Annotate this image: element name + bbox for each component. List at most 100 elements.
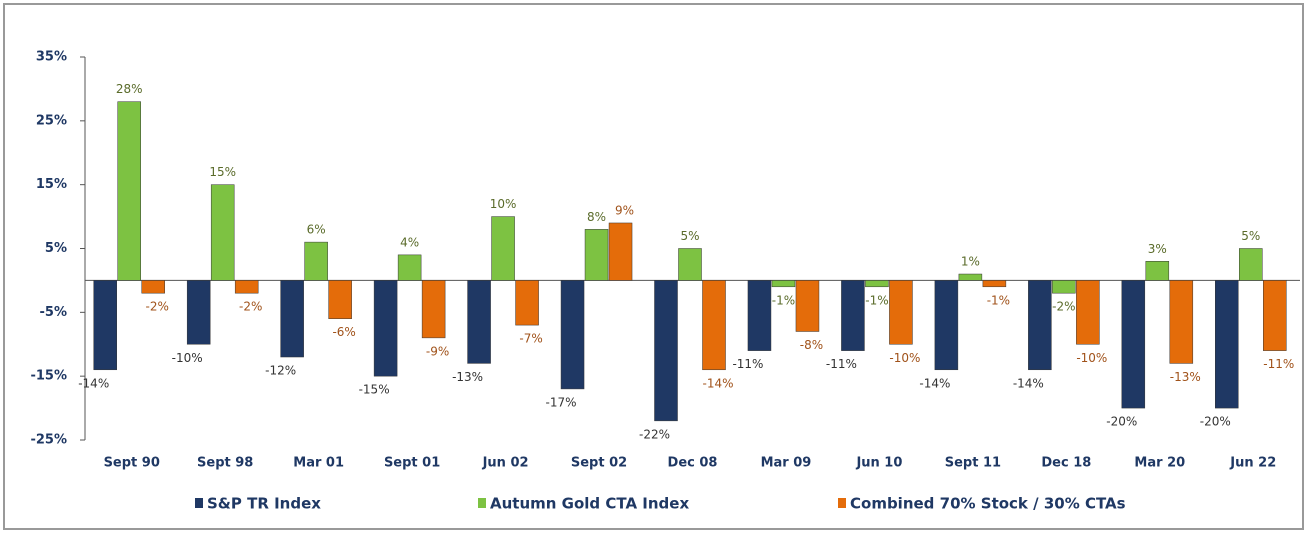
x-tick-label: Jun 10 <box>855 456 902 471</box>
y-tick-label: -5% <box>40 305 67 320</box>
bar <box>678 248 702 281</box>
value-label: 4% <box>400 235 419 249</box>
value-label: 5% <box>680 229 699 243</box>
x-tick-label: Mar 01 <box>293 456 344 471</box>
legend-swatch <box>478 498 486 508</box>
x-tick-label: Mar 09 <box>761 456 812 471</box>
value-label: -10% <box>889 351 920 365</box>
value-label: -6% <box>332 325 355 339</box>
value-label: -1% <box>772 293 795 307</box>
bar <box>889 280 913 345</box>
y-tick-label: 5% <box>45 241 67 256</box>
bar <box>771 280 796 288</box>
value-label: -1% <box>865 293 888 307</box>
bar <box>1263 280 1287 351</box>
value-label: 28% <box>116 82 143 96</box>
value-label: 6% <box>307 223 326 237</box>
bar <box>654 280 678 422</box>
legend-swatch <box>195 498 203 508</box>
value-label: -10% <box>172 351 203 365</box>
value-label: -9% <box>426 344 449 358</box>
y-tick-label: -25% <box>30 433 67 448</box>
x-tick-label: Sept 90 <box>104 456 160 471</box>
legend-label: Autumn Gold CTA Index <box>490 495 689 513</box>
bar <box>210 184 235 281</box>
bar <box>234 280 259 294</box>
legend-swatch <box>838 498 846 508</box>
bar <box>397 254 422 281</box>
bar <box>304 241 328 281</box>
value-label: -17% <box>546 395 577 409</box>
x-tick-label: Jun 02 <box>482 456 529 471</box>
bar <box>373 280 398 377</box>
value-label: -11% <box>732 357 763 371</box>
bar <box>934 280 959 371</box>
bar <box>1239 248 1263 281</box>
value-label: 9% <box>615 203 634 217</box>
value-label: -2% <box>146 300 169 314</box>
value-label: -8% <box>800 338 823 352</box>
bar <box>1215 280 1239 409</box>
x-tick-label: Mar 20 <box>1134 456 1185 471</box>
value-label: -14% <box>919 376 950 390</box>
x-tick-label: Dec 18 <box>1041 456 1091 471</box>
value-label: -1% <box>987 293 1010 307</box>
x-tick-label: Jun 22 <box>1229 456 1276 471</box>
value-label: -11% <box>826 357 857 371</box>
y-tick-label: 35% <box>36 50 67 65</box>
x-tick-label: Dec 08 <box>668 456 718 471</box>
y-tick-label: 25% <box>36 113 67 128</box>
bar <box>608 222 633 281</box>
value-label: 1% <box>961 255 980 269</box>
bar <box>491 216 515 281</box>
x-tick-label: Sept 02 <box>571 456 627 471</box>
value-label: -14% <box>702 376 733 390</box>
bar <box>560 280 585 390</box>
bar <box>1052 280 1076 294</box>
value-label: 5% <box>1241 229 1260 243</box>
value-label: -2% <box>239 300 262 314</box>
bar <box>1121 280 1146 409</box>
bar <box>280 280 304 358</box>
bar <box>702 280 726 371</box>
value-label: -2% <box>1052 300 1075 314</box>
value-label: -12% <box>265 364 296 378</box>
value-label: -20% <box>1106 415 1137 429</box>
bar <box>421 280 446 339</box>
bar <box>117 101 141 281</box>
value-label: -22% <box>639 427 670 441</box>
bar <box>584 229 609 281</box>
value-label: -14% <box>78 376 109 390</box>
bar <box>467 280 491 364</box>
value-label: -14% <box>1013 376 1044 390</box>
bar <box>186 280 211 345</box>
value-label: -7% <box>519 332 542 346</box>
value-label: -15% <box>359 383 390 397</box>
legend-label: Combined 70% Stock / 30% CTAs <box>850 495 1126 513</box>
bar <box>795 280 820 332</box>
x-tick-label: Sept 01 <box>384 456 440 471</box>
bar <box>515 280 539 326</box>
value-label: -10% <box>1076 351 1107 365</box>
bar <box>1169 280 1194 364</box>
value-label: 8% <box>587 210 606 224</box>
value-label: 15% <box>209 165 236 179</box>
bar <box>1028 280 1052 371</box>
value-label: -13% <box>452 370 483 384</box>
frame <box>3 3 1304 530</box>
bar <box>93 280 117 371</box>
legend-label: S&P TR Index <box>207 495 321 513</box>
bar <box>865 280 889 288</box>
value-label: -11% <box>1263 357 1294 371</box>
x-tick-label: Sept 98 <box>197 456 253 471</box>
bar <box>1145 261 1170 281</box>
bar <box>328 280 352 319</box>
x-tick-label: Sept 11 <box>945 456 1001 471</box>
bar <box>958 273 983 281</box>
y-tick-label: -15% <box>30 369 67 384</box>
y-tick-label: 15% <box>36 177 67 192</box>
bar <box>982 280 1007 288</box>
bar <box>141 280 165 294</box>
bar <box>747 280 772 351</box>
